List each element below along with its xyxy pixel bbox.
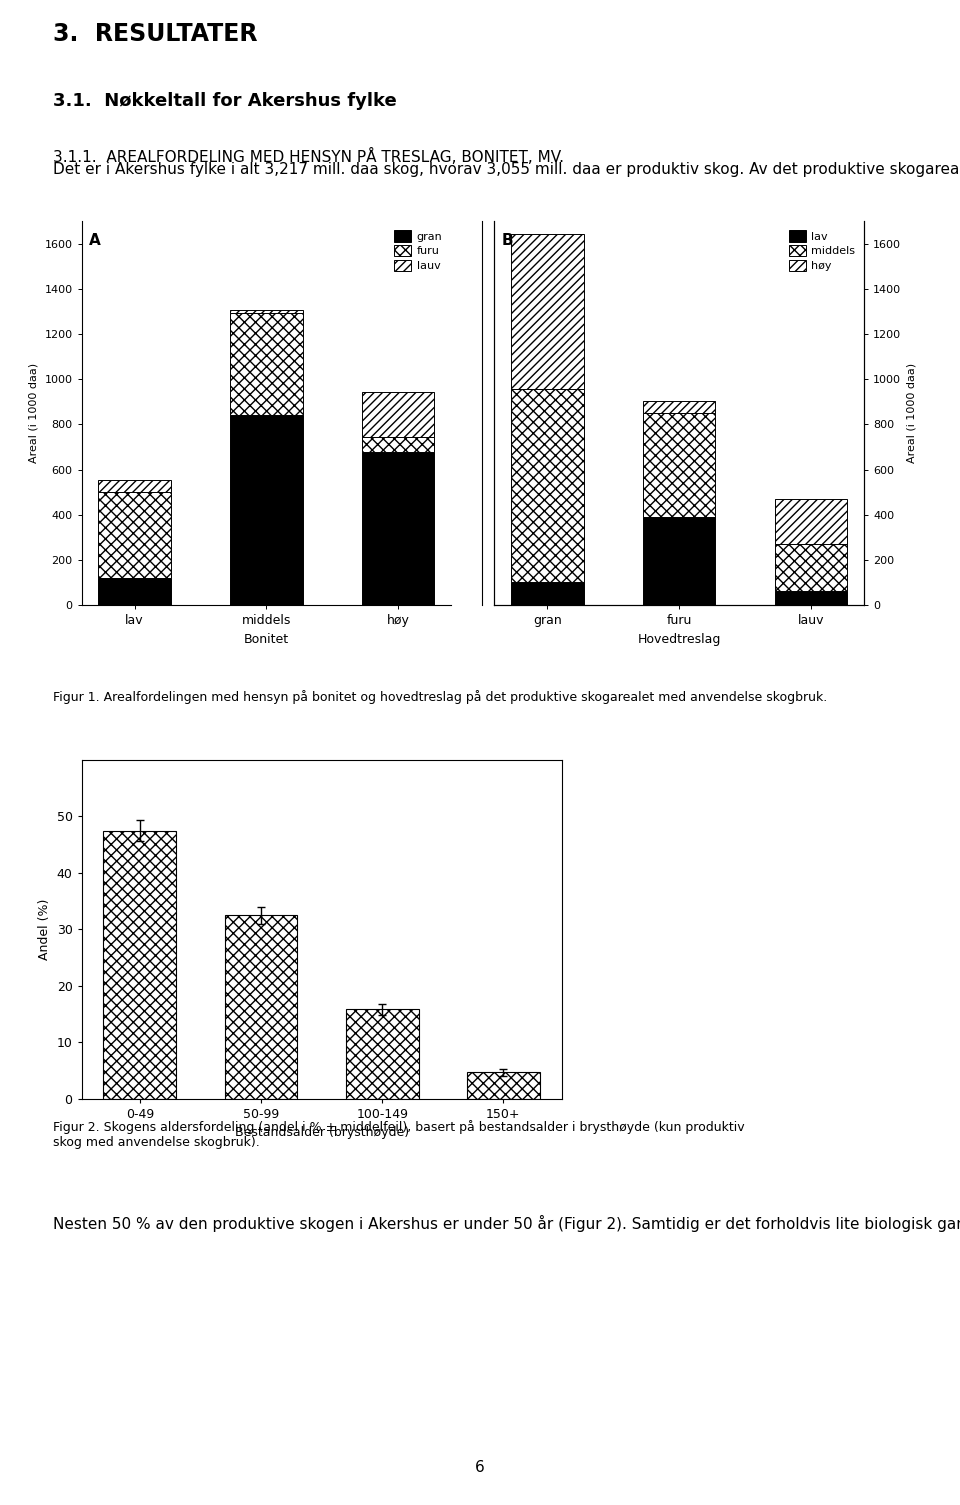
Bar <box>512 390 584 582</box>
Text: Det er i Akershus fylke i alt 3,217 mill. daa skog, hvorav 3,055 mill. daa er pr: Det er i Akershus fylke i alt 3,217 mill… <box>53 160 960 178</box>
Bar <box>99 480 171 492</box>
X-axis label: Bestandsalder (brysthøyde): Bestandsalder (brysthøyde) <box>234 1126 409 1139</box>
Bar <box>225 915 298 1099</box>
Bar <box>775 543 848 591</box>
Bar <box>643 516 715 605</box>
Bar <box>346 1010 419 1099</box>
Bar <box>99 492 171 578</box>
Bar <box>230 313 302 415</box>
Bar <box>362 452 434 605</box>
Bar <box>775 591 848 605</box>
Text: 3.1.  Nøkkeltall for Akershus fylke: 3.1. Nøkkeltall for Akershus fylke <box>53 92 396 110</box>
Bar <box>362 391 434 436</box>
Text: Nesten 50 % av den produktive skogen i Akershus er under 50 år (Figur 2). Samtid: Nesten 50 % av den produktive skogen i A… <box>53 1215 960 1233</box>
X-axis label: Hovedtreslag: Hovedtreslag <box>637 632 721 646</box>
Y-axis label: Areal (i 1000 daa): Areal (i 1000 daa) <box>906 363 917 464</box>
Y-axis label: Andel (%): Andel (%) <box>38 898 51 960</box>
X-axis label: Bonitet: Bonitet <box>244 632 289 646</box>
Bar <box>643 412 715 516</box>
Bar <box>230 310 302 313</box>
Bar <box>643 400 715 412</box>
Bar <box>104 831 176 1099</box>
Y-axis label: Areal (i 1000 daa): Areal (i 1000 daa) <box>29 363 39 464</box>
Bar <box>230 415 302 605</box>
Text: A: A <box>89 233 101 248</box>
Bar <box>362 436 434 452</box>
Bar <box>468 1072 540 1099</box>
Text: 3.1.1.  AREALFORDELING MED HENSYN PÅ TRESLAG, BONITET, MV.: 3.1.1. AREALFORDELING MED HENSYN PÅ TRES… <box>53 147 564 166</box>
Text: Figur 2. Skogens aldersfordeling (andel i % ± middelfeil), basert på bestandsald: Figur 2. Skogens aldersfordeling (andel … <box>53 1120 744 1148</box>
Legend: lav, middels, høy: lav, middels, høy <box>785 227 858 274</box>
Bar <box>512 582 584 605</box>
Bar <box>99 578 171 605</box>
Bar <box>512 233 584 390</box>
Text: 6: 6 <box>475 1460 485 1475</box>
Text: Figur 1. Arealfordelingen med hensyn på bonitet og hovedtreslag på det produktiv: Figur 1. Arealfordelingen med hensyn på … <box>53 689 828 704</box>
Text: B: B <box>502 233 514 248</box>
Legend: gran, furu, lauv: gran, furu, lauv <box>391 227 445 274</box>
Bar <box>775 498 848 543</box>
Text: 3.  RESULTATER: 3. RESULTATER <box>53 23 257 47</box>
